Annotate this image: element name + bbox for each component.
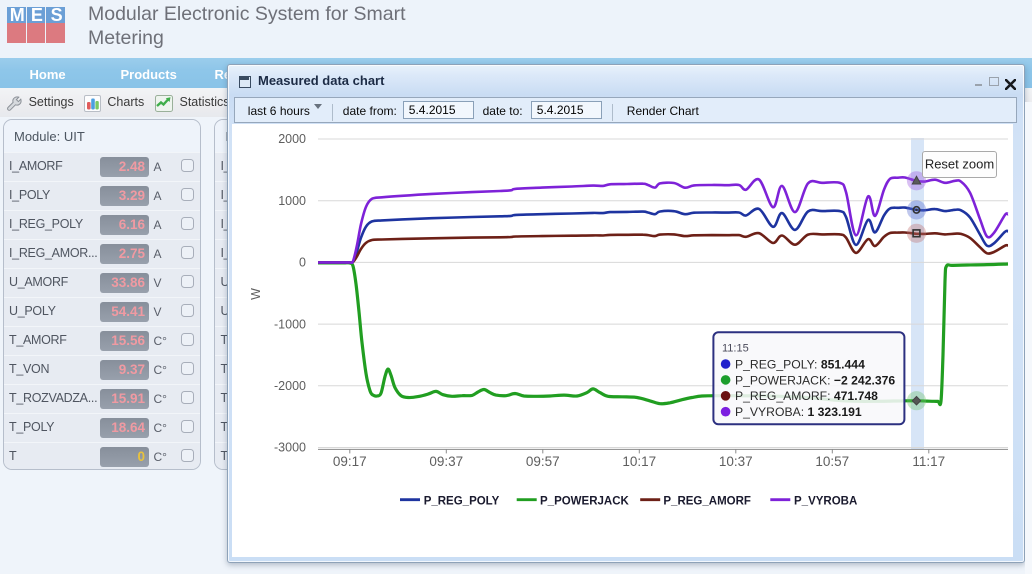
- svg-text:Reset zoom: Reset zoom: [925, 157, 994, 172]
- svg-text:11:15: 11:15: [722, 343, 749, 355]
- svg-text:2000: 2000: [278, 132, 306, 146]
- svg-text:-3000: -3000: [274, 441, 306, 455]
- svg-text:P_POWERJACK: −2 242.376: P_POWERJACK: −2 242.376: [735, 373, 895, 387]
- svg-text:W: W: [249, 288, 263, 300]
- svg-text:P_POWERJACK: P_POWERJACK: [540, 496, 630, 508]
- svg-text:10:37: 10:37: [719, 454, 753, 469]
- svg-text:P_REG_AMORF: P_REG_AMORF: [663, 496, 751, 508]
- svg-text:1000: 1000: [278, 194, 306, 208]
- svg-text:P_REG_AMORF: 471.748: P_REG_AMORF: 471.748: [735, 389, 878, 403]
- svg-text:P_VYROBA: 1 323.191: P_VYROBA: 1 323.191: [735, 405, 862, 419]
- svg-text:P_REG_POLY: 851.444: P_REG_POLY: 851.444: [735, 357, 865, 371]
- svg-text:11:17: 11:17: [912, 454, 945, 469]
- svg-text:-1000: -1000: [274, 317, 306, 331]
- svg-text:0: 0: [299, 256, 306, 270]
- svg-text:P_REG_POLY: P_REG_POLY: [424, 496, 500, 508]
- svg-text:P_VYROBA: P_VYROBA: [794, 496, 857, 508]
- svg-text:09:57: 09:57: [526, 454, 560, 469]
- svg-text:-2000: -2000: [274, 379, 306, 393]
- svg-text:09:17: 09:17: [333, 454, 367, 469]
- svg-text:10:57: 10:57: [815, 454, 849, 469]
- svg-text:10:17: 10:17: [622, 454, 656, 469]
- svg-text:09:37: 09:37: [429, 454, 463, 469]
